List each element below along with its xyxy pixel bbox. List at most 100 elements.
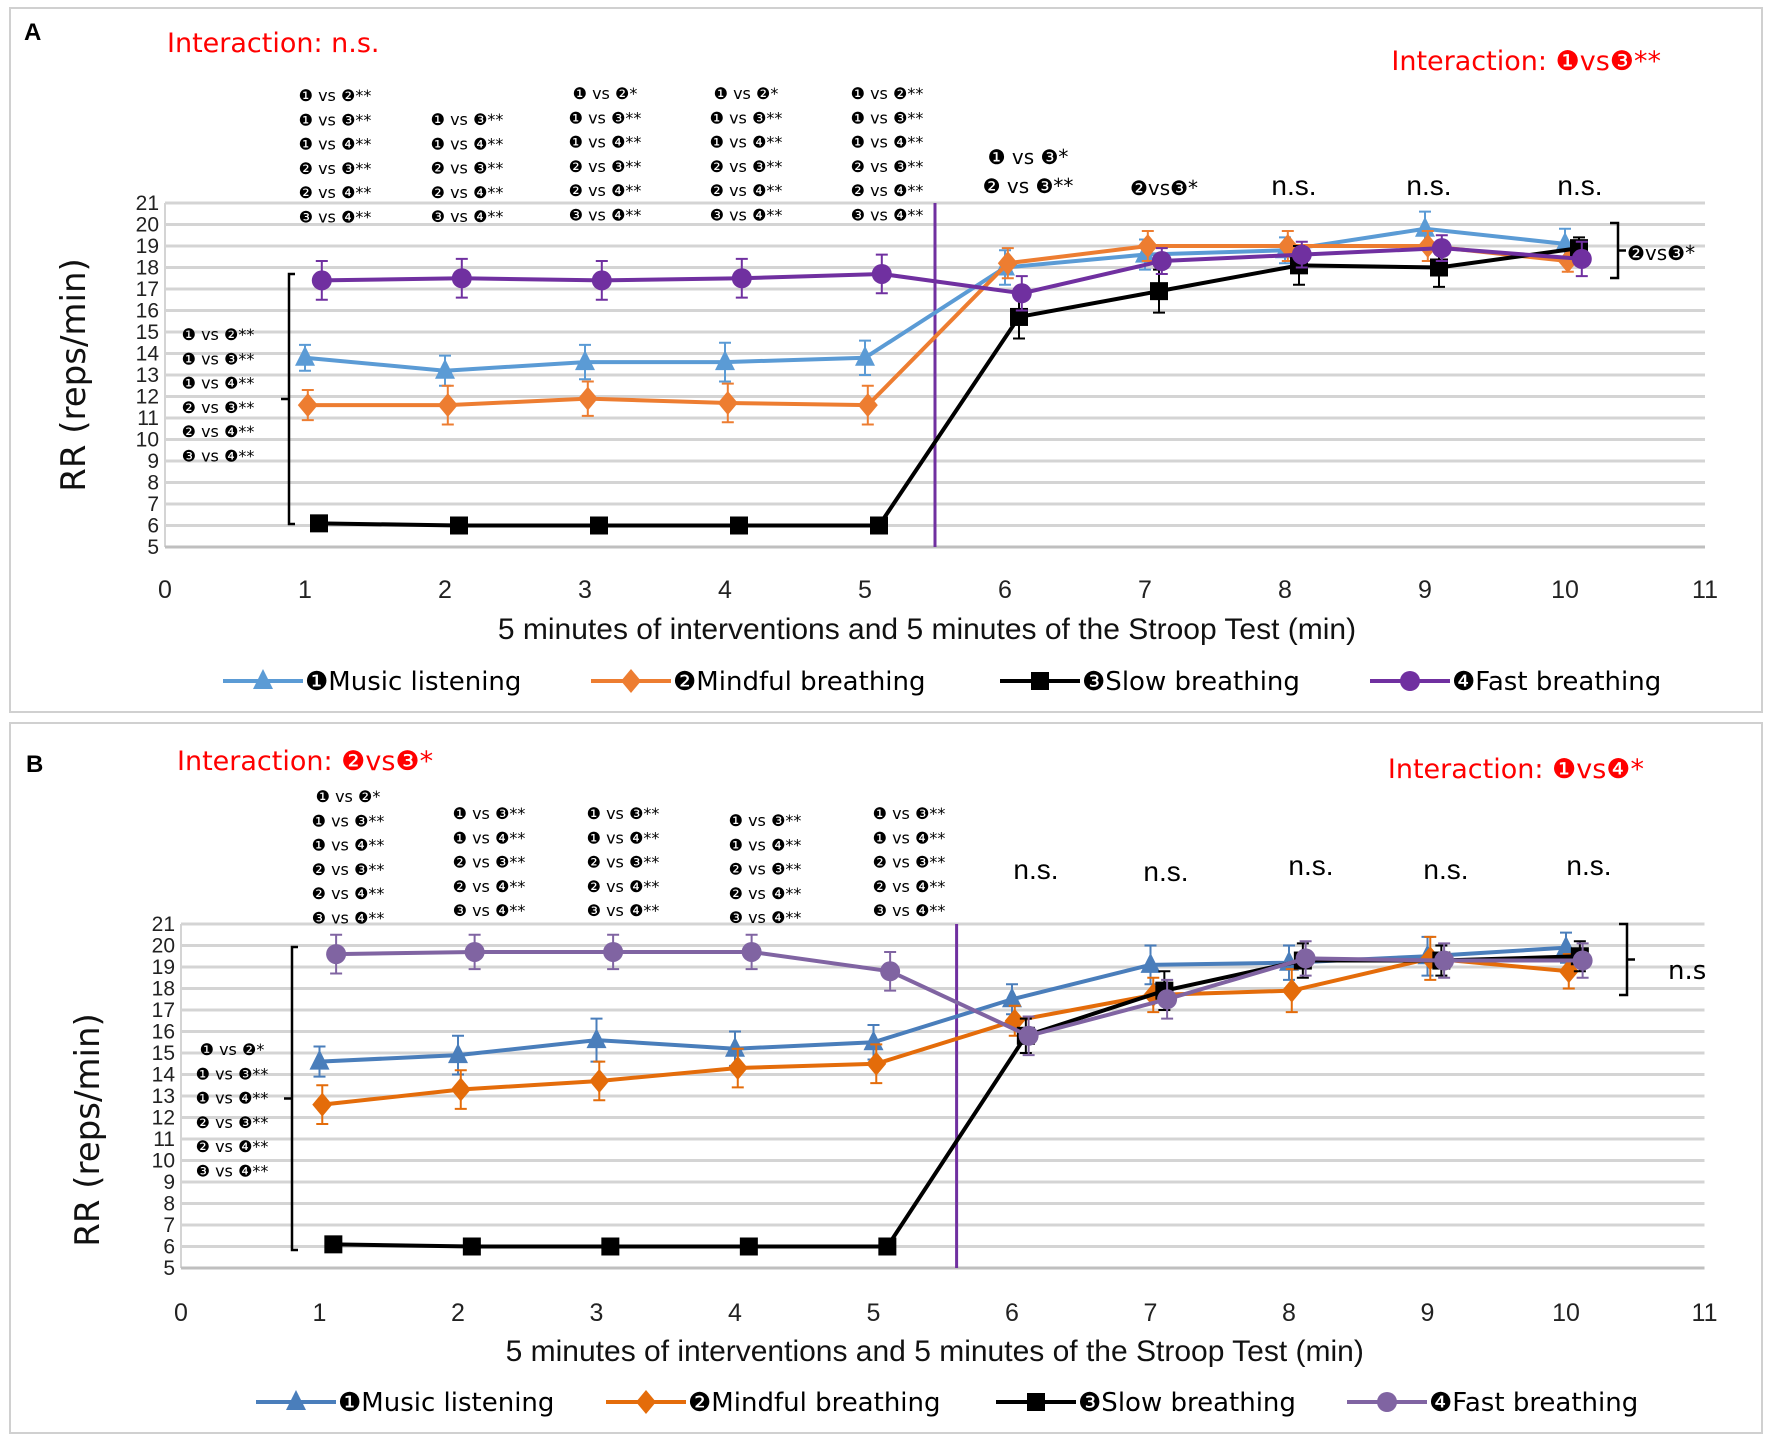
comparison-annotation: ❸ vs ❹** [587,901,660,920]
circle-marker [1291,244,1312,265]
diamond-marker [997,251,1018,276]
y-tick-label: 6 [147,515,159,538]
triangle-marker [855,345,875,366]
y-tick-label: 15 [152,1042,175,1065]
comparison-annotation: ❶ vs ❹** [873,828,946,847]
comparison-annotation: ❷ vs ❸** [453,853,526,872]
triangle-marker [286,1390,306,1410]
comparison-annotation: ❶ vs ❹** [453,828,526,847]
bracket-annotation: ❷ vs ❹** [182,422,255,441]
bracket-annotation: ❸ vs ❹** [196,1162,269,1181]
diamond-marker [437,393,458,418]
y-tick-label: 5 [147,536,159,559]
bracket-annotation: ❷ vs ❸** [196,1113,269,1132]
circle-marker [1157,989,1178,1010]
series-line [318,246,1580,528]
comparison-annotation: ❸ vs ❹** [729,908,802,927]
interaction-label-left: Interaction: n.s. [167,28,380,59]
x-axis-title: 5 minutes of interventions and 5 minutes… [498,613,1356,646]
comparison-annotation: ❷ vs ❹** [729,884,802,903]
y-tick-label: 21 [152,913,175,936]
y-tick-label: 16 [136,300,159,323]
post-annotation: n.s. [1423,854,1468,885]
x-tick-label: 7 [1144,1299,1158,1327]
diamond-marker [727,1056,748,1081]
y-tick-label: 19 [136,235,159,258]
diamond-marker [1558,959,1579,984]
bracket-annotation: ❶ vs ❸** [196,1064,269,1083]
comparison-annotation: ❶ vs ❸** [312,811,385,830]
bracket-annotation: ❷ vs ❸** [182,398,255,417]
square-marker [590,516,608,535]
y-tick-label: 18 [152,978,175,1001]
series-line [322,956,1569,1107]
legend-item: ❸Slow breathing [996,1388,1296,1418]
comparison-annotation: ❷ vs ❹** [569,181,642,200]
panel-label: B [26,751,43,778]
y-tick-label: 20 [136,214,159,237]
bracket-annotation: ❶ vs ❹** [182,374,255,393]
left-bracket [281,272,295,526]
post-annotation: n.s. [1557,170,1602,201]
y-tick-label: 8 [163,1193,175,1216]
comparison-annotation: ❶ vs ❸** [851,108,924,127]
square-marker [450,516,468,535]
legend-label: ❸Slow breathing [1082,667,1300,697]
y-axis-title: RR (reps/min) [68,1013,108,1247]
triangle-marker [253,669,273,689]
comparison-annotation: ❶ vs ❹** [729,835,802,854]
comparison-annotation: ❸ vs ❹** [431,207,504,226]
x-tick-label: 1 [313,1299,327,1327]
comparison-annotation: ❶ vs ❷* [573,84,638,103]
square-marker [878,1237,897,1256]
x-tick-label: 2 [451,1299,465,1327]
y-tick-label: 21 [136,192,159,215]
x-tick-label: 3 [590,1299,604,1327]
circle-marker [451,268,472,289]
square-marker [462,1237,481,1256]
comparison-annotation: ❶ vs ❷** [299,86,372,105]
bracket-annotation: ❶ vs ❷** [182,325,255,344]
y-tick-label: 10 [152,1150,175,1173]
comparison-annotation: ❸ vs ❹** [569,206,642,225]
diamond-marker [1137,234,1158,258]
circle-marker [1572,950,1593,971]
comparison-annotation: ❸ vs ❹** [873,901,946,920]
square-marker [870,516,888,535]
diamond-marker [1281,978,1302,1003]
y-tick-label: 9 [163,1171,175,1194]
triangle-marker [309,1049,330,1070]
right-bracket-annotation: ❷vs❸* [1627,241,1695,265]
series-circle [326,933,1593,1057]
diamond-marker [589,1068,610,1093]
x-tick-label: 10 [1551,576,1579,604]
legend-label: ❶Music listening [305,667,521,697]
triangle-marker [586,1028,607,1049]
triangle-marker [725,1036,745,1057]
x-tick-label: 4 [728,1299,742,1327]
x-tick-label: 6 [998,576,1012,604]
comparison-annotation: ❷ vs ❹** [710,181,783,200]
y-tick-label: 12 [152,1107,175,1130]
post-annotation: n.s. [1013,854,1058,885]
legend-item: ❷Mindful breathing [591,667,926,697]
diamond-marker [866,1051,887,1076]
y-tick-label: 12 [136,386,159,409]
square-marker [1150,282,1168,301]
circle-marker [1434,950,1455,971]
comparison-annotation: ❷ vs ❸** [431,159,504,178]
legend-item: ❹Fast breathing [1347,1388,1638,1418]
legend-label: ❶Music listening [338,1388,554,1418]
triangle-marker [1140,952,1161,973]
circle-marker [871,263,892,284]
post-annotation: ❶ vs ❸* [988,145,1069,169]
legend-label: ❷Mindful breathing [688,1388,941,1418]
comparison-annotation: ❶ vs ❹** [312,836,385,855]
post-annotation: n.s. [1288,850,1333,881]
comparison-annotation: ❶ vs ❸** [710,108,783,127]
comparison-annotation: ❷ vs ❸** [587,853,660,872]
x-tick-label: 7 [1138,576,1152,604]
y-tick-label: 17 [136,278,159,301]
